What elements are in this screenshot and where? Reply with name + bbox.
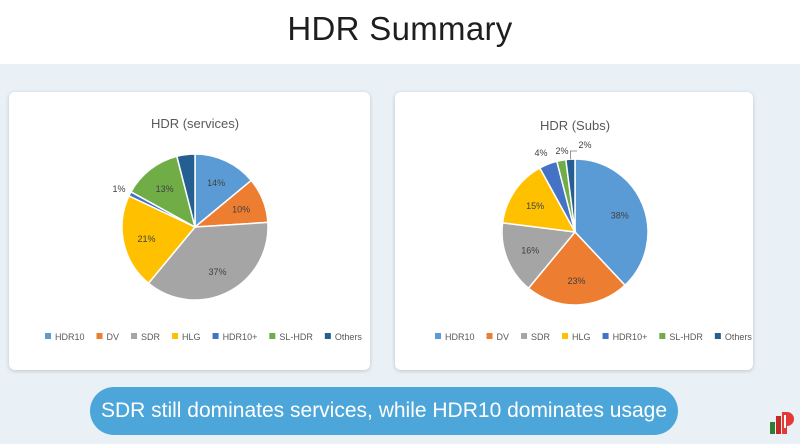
data-label-hdr10: 38%: [611, 210, 629, 220]
data-label-hlg: 21%: [138, 234, 156, 244]
chart-card-subs: HDR (Subs) 38% 23% 16% 15% 4% 2% 2% HDR10 DV SDR HL…: [395, 92, 753, 370]
legend-label-hlg: HLG: [182, 332, 201, 342]
pie-chart-services: HDR (services) 14% 10% 37% 21% 1% 13% HDR10 DV SD…: [45, 116, 363, 342]
chart-title: HDR (services): [151, 116, 239, 131]
legend-swatch-dv: [96, 333, 103, 339]
data-label-hlg: 15%: [526, 201, 544, 211]
summary-banner: SDR still dominates services, while HDR1…: [90, 387, 678, 435]
pie-slice-sdr: [501, 222, 577, 290]
summary-banner-text: SDR still dominates services, while HDR1…: [100, 399, 668, 422]
pie-slice-sl-hdr: [130, 155, 197, 229]
data-label-sl-hdr: 13%: [156, 184, 174, 194]
legend-swatch-others: [324, 333, 331, 339]
legend-label-hdr10: HDR10+: [613, 332, 648, 342]
legend-swatch-sl-hdr: [659, 333, 666, 339]
pie-slice-hdr10: [194, 153, 253, 229]
legend-label-hdr10: HDR10: [55, 332, 85, 342]
legend-swatch-sl-hdr: [269, 333, 276, 339]
legend-swatch-hlg: [172, 333, 179, 339]
legend-label-sdr: SDR: [141, 332, 161, 342]
legend-label-dv: DV: [107, 332, 120, 342]
data-label-hdr10: 4%: [534, 148, 547, 158]
brand-logo-icon: [770, 412, 794, 434]
legend-swatch-hdr10: [212, 333, 219, 339]
legend-swatch-sdr: [131, 333, 138, 339]
pie-slice-dv: [527, 230, 627, 306]
chart-card-services: HDR (services) 14% 10% 37% 21% 1% 13% HDR10 DV SD…: [9, 92, 370, 370]
legend-swatch-hdr10: [45, 333, 51, 339]
data-label-hdr10: 1%: [112, 184, 125, 194]
legend-label-others: Others: [725, 332, 753, 342]
legend-swatch-sdr: [521, 333, 528, 339]
legend-swatch-dv: [486, 333, 493, 339]
data-label-dv: 10%: [232, 205, 250, 215]
legend-swatch-others: [714, 333, 721, 339]
data-label-sl-hdr: 2%: [555, 146, 568, 156]
leader-line: [570, 150, 577, 160]
data-label-hdr10: 14%: [207, 178, 225, 188]
legend-label-hdr10: HDR10: [445, 332, 475, 342]
legend-label-sl-hdr: SL-HDR: [279, 332, 313, 342]
legend-label-dv: DV: [497, 332, 510, 342]
legend-label-sl-hdr: SL-HDR: [669, 332, 703, 342]
legend-label-sdr: SDR: [531, 332, 551, 342]
legend-label-hlg: HLG: [572, 332, 591, 342]
pie-slice-hlg: [501, 167, 577, 233]
pie-slice-hdr10: [574, 158, 649, 287]
title-bar: [0, 0, 800, 64]
chart-title: HDR (Subs): [540, 118, 610, 133]
legend-label-hdr10: HDR10+: [223, 332, 258, 342]
page-title: HDR Summary: [287, 10, 513, 47]
legend-label-others: Others: [335, 332, 363, 342]
pie-slice-hlg: [121, 194, 197, 285]
legend-swatch-hdr10: [602, 333, 609, 339]
legend-swatch-hdr10: [435, 333, 441, 339]
legend-swatch-hlg: [562, 333, 569, 339]
data-label-others: 2%: [578, 140, 591, 150]
pie-slice-others: [175, 153, 196, 228]
data-label-sdr: 16%: [521, 246, 539, 256]
pie-chart-subs: HDR (Subs) 38% 23% 16% 15% 4% 2% 2% HDR10 DV SDR HL…: [435, 118, 753, 342]
data-label-dv: 23%: [568, 276, 586, 286]
pie-slice-sdr: [147, 221, 269, 301]
data-label-sdr: 37%: [209, 267, 227, 277]
